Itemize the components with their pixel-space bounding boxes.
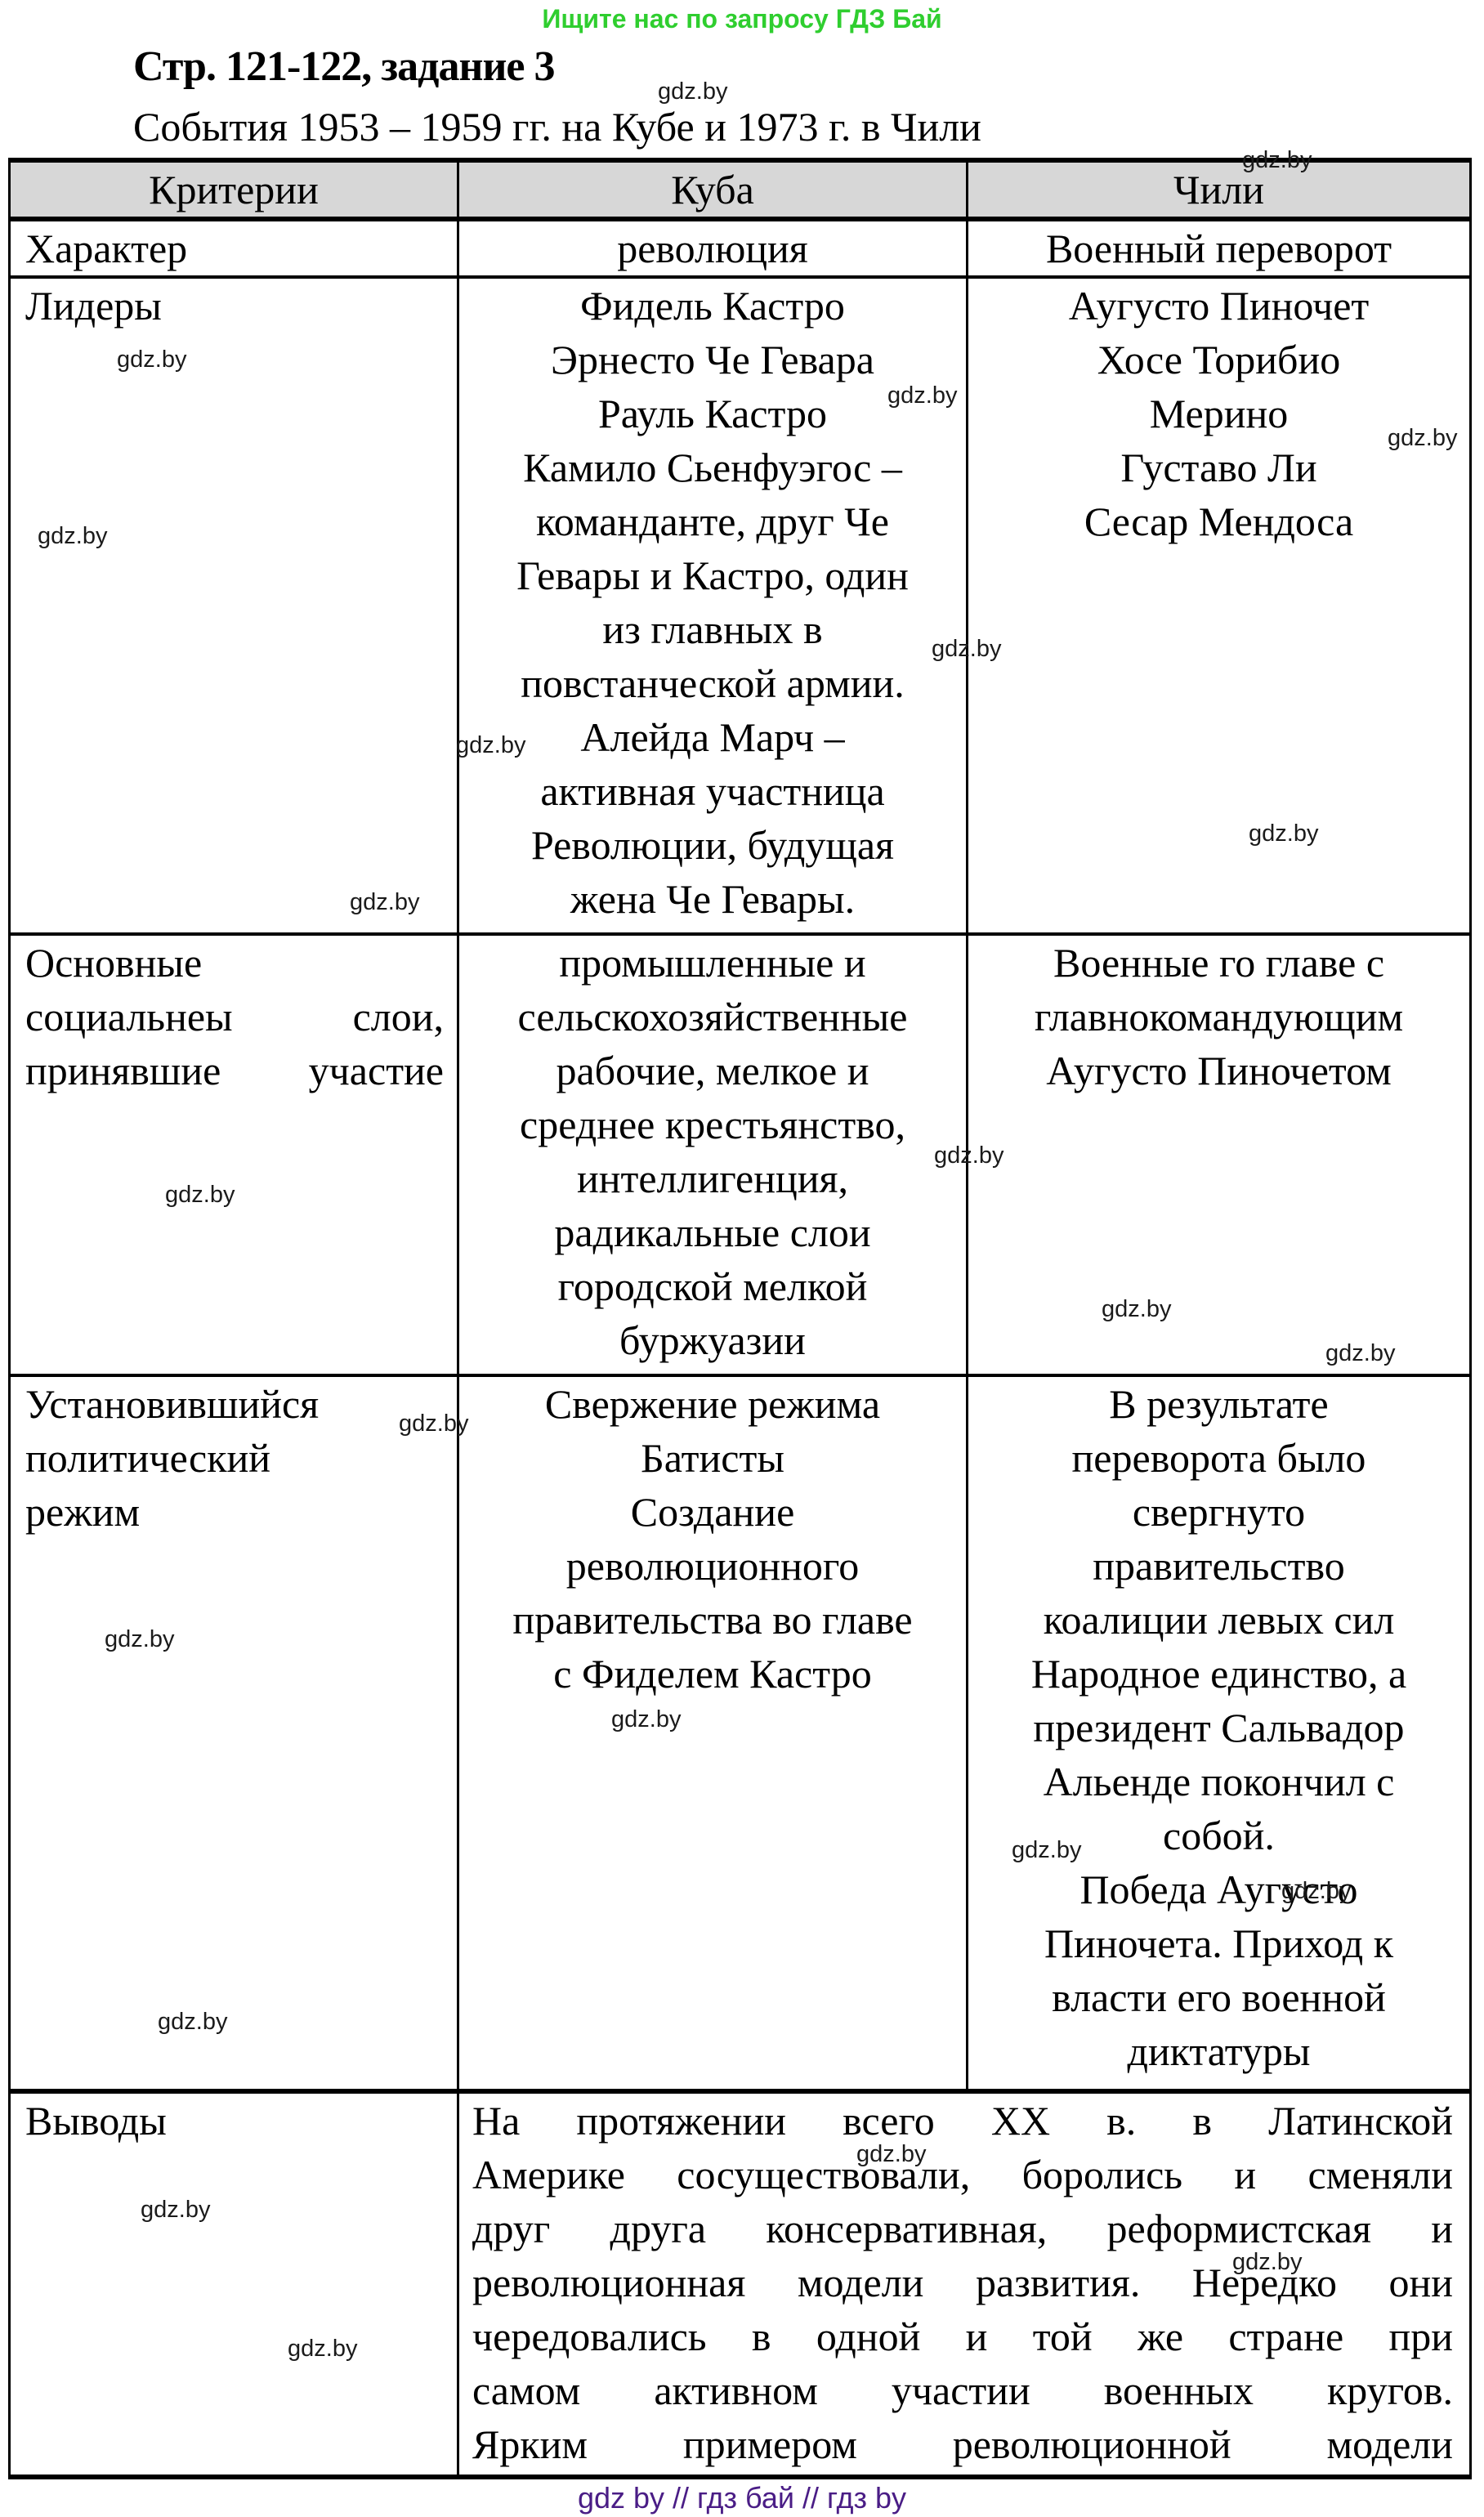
page-title: Стр. 121-122, задание 3 — [133, 43, 555, 90]
cell-conclusions-text: На протяжении всего XX в. в Латинской Аме… — [457, 2090, 1472, 2479]
text-line: Свержение режима — [544, 1381, 881, 1427]
text-line: Батисты — [641, 1435, 784, 1481]
text-line: Победа Аугусто — [1079, 1867, 1358, 1912]
text-line: Гевары и Кастро, один — [516, 552, 909, 598]
text-line: революция — [617, 226, 808, 271]
promo-banner-text: Ищите нас по запросу ГДЗ Бай — [542, 4, 942, 34]
text-line: Революции, будущая — [530, 822, 895, 868]
text-line: Основные — [25, 940, 203, 986]
text-line: городской мелкой — [557, 1263, 868, 1309]
text-line: Лидеры — [25, 283, 162, 329]
text-line: социальнеы слои, — [25, 994, 444, 1039]
text-line: среднее крестьянство, — [520, 1102, 905, 1147]
text-line: революционного — [565, 1543, 860, 1589]
cell-social-cuba: промышленные и сельскохозяйственные рабочи… — [457, 932, 968, 1377]
cell-regime-criterion: Установившийся политический режим — [8, 1374, 459, 2094]
text-line: собой. — [1163, 1813, 1275, 1858]
text-line: Хосе Торибио — [1097, 337, 1341, 382]
table-header-row: Критерии Куба Чили — [8, 158, 1472, 221]
text-line: с Фиделем Кастро — [553, 1651, 872, 1697]
text-line: политический — [25, 1435, 270, 1481]
text-line: Характер — [25, 226, 188, 271]
cell-regime-chile: В результате переворота было свергнуто прав… — [966, 1374, 1472, 2094]
text-line: Выводы — [25, 2098, 167, 2144]
text-line: Аугусто Пиночет — [1068, 283, 1370, 329]
cell-regime-cuba: Свержение режима Батисты Создание революцио… — [457, 1374, 968, 2094]
text-line: власти его военной — [1052, 1974, 1386, 2020]
cell-social-chile: Военные го главе с главнокомандующим Аугус… — [966, 932, 1472, 1377]
text-line: Эрнесто Че Гевара — [551, 337, 874, 382]
table-row-regime: Установившийся политический режим Свержени… — [8, 1374, 1472, 2094]
text-line: Альенде покончил с — [1043, 1759, 1395, 1804]
text-line: революционная модели развития. Нередко о… — [472, 2260, 1453, 2305]
text-line: Военный переворот — [1045, 226, 1392, 271]
text-line: буржуазии — [619, 1317, 806, 1363]
comparison-table: Критерии Куба Чили Характер революция Во… — [8, 158, 1472, 2479]
text-line: президент Сальвадор — [1033, 1705, 1405, 1750]
text-line: свергнуто — [1132, 1489, 1306, 1535]
text-line: друг друга консервативная, реформистская… — [472, 2206, 1453, 2251]
text-line: из главных в — [602, 606, 823, 652]
text-line: Военные го главе с — [1053, 940, 1385, 986]
text-line: Сесар Мендоса — [1084, 498, 1354, 544]
header-criteria: Критерии — [8, 158, 459, 221]
text-line: Рауль Кастро — [597, 391, 828, 436]
text-line: Народное единство, а — [1030, 1651, 1407, 1697]
text-line: команданте, друг Че — [536, 498, 889, 544]
text-line: Мерино — [1149, 391, 1289, 436]
table-row-character: Характер революция Военный переворот — [8, 217, 1472, 279]
table-row-social-groups: Основные социальнеы слои, принявшие участи… — [8, 932, 1472, 1377]
cell-character-criterion: Характер — [8, 217, 459, 279]
text-line: В результате — [1109, 1381, 1329, 1427]
text-line: самом активном участии военных кругов. — [472, 2367, 1453, 2413]
text-line: повстанческой армии. — [521, 660, 905, 706]
text-line: Америке сосуществовали, боролись и сменя… — [472, 2152, 1453, 2197]
cell-leaders-chile: Аугусто Пиночет Хосе Торибио Мерино Густаво… — [966, 275, 1472, 936]
cell-leaders-criterion: Лидеры — [8, 275, 459, 936]
table-row-leaders: Лидеры Фидель Кастро Эрнесто Че Гевара Рау… — [8, 275, 1472, 936]
cell-leaders-cuba: Фидель Кастро Эрнесто Че Гевара Рауль Каст… — [457, 275, 968, 936]
text-line: жена Че Гевары. — [570, 876, 856, 922]
text-line: радикальные слои — [554, 1209, 871, 1255]
text-line: режим — [25, 1489, 141, 1535]
text-line: Камило Сьенфуэгос – — [523, 445, 902, 490]
table-row-conclusions: Выводы На протяжении всего XX в. в Латин… — [8, 2090, 1472, 2479]
text-line: Алейда Марч – — [580, 714, 845, 760]
text-line: активная участница — [540, 768, 885, 814]
text-line: переворота было — [1071, 1435, 1366, 1481]
header-cuba: Куба — [457, 158, 968, 221]
text-line: Пиночета. Приход к — [1044, 1920, 1394, 1966]
text-line: интеллигенция, — [576, 1156, 849, 1201]
text-line: промышленные и — [559, 940, 866, 986]
text-line: Аугусто Пиночетом — [1046, 1048, 1392, 1093]
text-line: главнокомандующим — [1034, 994, 1404, 1039]
text-line: принявшие участие — [25, 1048, 444, 1093]
text-line: правительство — [1093, 1543, 1345, 1589]
cell-conclusions-criterion: Выводы — [8, 2090, 459, 2479]
gdz-watermark: gdz.by — [658, 78, 728, 105]
page-subtitle: События 1953 – 1959 гг. на Кубе и 1973 г… — [133, 104, 981, 150]
text-line: правительства во главе — [512, 1597, 913, 1643]
cell-social-criterion: Основные социальнеы слои, принявшие участи… — [8, 932, 459, 1377]
text-line: сельскохозяйственные — [517, 994, 908, 1039]
text-line: На протяжении всего XX в. в Латинской — [472, 2098, 1453, 2144]
text-line: Установившийся — [25, 1381, 320, 1427]
text-line: коалиции левых сил — [1043, 1597, 1395, 1643]
text-line: диктатуры — [1127, 2028, 1311, 2074]
text-line: Густаво Ли — [1120, 445, 1317, 490]
text-line: Фидель Кастро — [580, 283, 845, 329]
text-line: рабочие, мелкое и — [556, 1048, 869, 1093]
text-line: чередовались в одной и той же стране при — [472, 2314, 1453, 2359]
cell-character-cuba: революция — [457, 217, 968, 279]
header-chile: Чили — [966, 158, 1472, 221]
text-line: Создание — [630, 1489, 795, 1535]
text-line: Ярким примером революционной модели — [472, 2421, 1453, 2467]
cell-character-chile: Военный переворот — [966, 217, 1472, 279]
footer-text: gdz by // гдз бай // гдз by — [577, 2481, 907, 2515]
